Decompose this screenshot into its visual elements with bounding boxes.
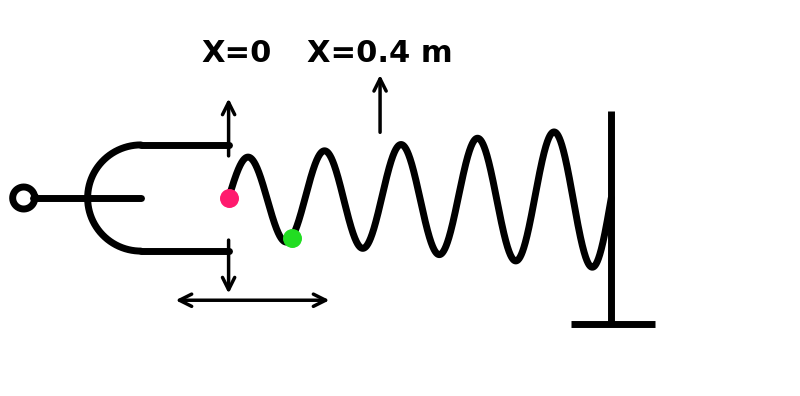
Text: X=0.4 m: X=0.4 m: [307, 39, 453, 68]
Point: [286, 234, 298, 241]
Point: [222, 195, 235, 201]
Text: X=0: X=0: [202, 39, 272, 68]
